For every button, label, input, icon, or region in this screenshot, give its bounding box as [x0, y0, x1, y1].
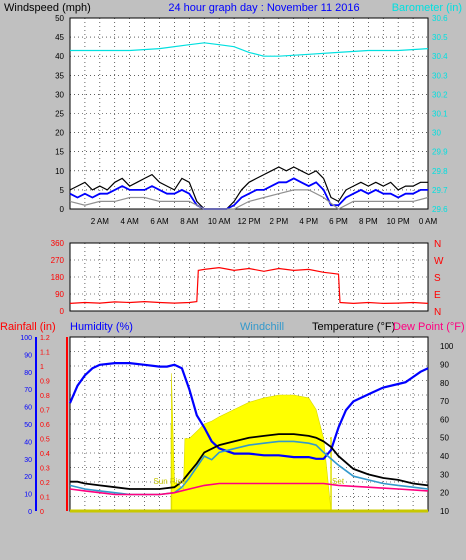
- temperature-ytick: 20: [440, 489, 449, 498]
- wind-ytick: 25: [55, 110, 64, 119]
- humidity-ytick: 90: [24, 352, 32, 359]
- temperature-ytick: 10: [440, 507, 449, 516]
- x-tick-label: 6 PM: [329, 217, 348, 226]
- x-tick-label: 4 PM: [299, 217, 318, 226]
- series-windspeed-avg: [69, 177, 428, 210]
- compass-label: W: [434, 256, 444, 267]
- series-dew-point: [69, 482, 429, 496]
- humidity-ytick: 70: [24, 387, 32, 394]
- temperature-ytick: 70: [440, 397, 449, 406]
- barometer-ylabel: Barometer (in): [392, 2, 462, 14]
- series-temperature: [70, 433, 429, 490]
- wind-ylabel: Windspeed (mph): [4, 2, 91, 14]
- barometer-ytick: 29.6: [432, 205, 448, 214]
- wind-ytick: 15: [55, 148, 64, 157]
- x-tick-label: 2 AM: [91, 217, 110, 226]
- windchill-ylabel: Windchill: [240, 321, 284, 333]
- rainfall-ytick: 0.1: [40, 495, 50, 502]
- x-tick-label: 8 PM: [359, 217, 378, 226]
- barometer-ytick: 30.5: [432, 33, 448, 42]
- temperature-ytick: 100: [440, 342, 454, 351]
- wind-panel: [69, 17, 429, 210]
- wind-ytick: 35: [55, 71, 64, 80]
- series-humidity: [68, 362, 429, 460]
- chart-title: 24 hour graph day : November 11 2016: [168, 2, 359, 14]
- barometer-ytick: 30: [432, 129, 441, 138]
- series-windspeed-gust: [69, 166, 428, 210]
- direction-ytick: 90: [55, 290, 64, 299]
- barometer-ytick: 29.7: [432, 186, 448, 195]
- wind-ytick: 45: [55, 33, 64, 42]
- rainfall-ytick: 0.5: [40, 437, 50, 444]
- x-tick-label: 10 PM: [387, 217, 410, 226]
- rainfall-ytick: 1: [40, 364, 44, 371]
- barometer-ytick: 30.2: [432, 90, 448, 99]
- series-barometer: [70, 42, 429, 57]
- temperature-ytick: 60: [440, 415, 449, 424]
- humidity-ytick: 40: [24, 439, 32, 446]
- barometer-ytick: 29.8: [432, 167, 448, 176]
- humidity-ylabel: Humidity (%): [70, 321, 133, 333]
- rainfall-ytick: 0.4: [40, 451, 50, 458]
- rainfall-ytick: 0.3: [40, 466, 50, 473]
- compass-label: N: [434, 307, 441, 318]
- wind-ytick: 30: [55, 90, 64, 99]
- series-wind-direction: [69, 266, 429, 305]
- sunset-label: Set: [332, 477, 345, 486]
- series-windspeed-low: [69, 189, 429, 210]
- wind-ytick: 10: [55, 167, 64, 176]
- rainfall-ytick: 1.1: [40, 350, 50, 357]
- rainfall-ytick: 0.7: [40, 408, 50, 415]
- humidity-ytick: 100: [20, 335, 32, 342]
- humidity-ytick: 20: [24, 474, 32, 481]
- barometer-ytick: 30.3: [432, 71, 448, 80]
- compass-label: S: [434, 273, 441, 284]
- compass-label: E: [434, 290, 441, 301]
- rainfall-ytick: 1.2: [40, 335, 50, 342]
- wind-ytick: 5: [60, 186, 65, 195]
- temperature-ylabel: Temperature (°F): [312, 321, 395, 333]
- temperature-ytick: 50: [440, 434, 449, 443]
- temperature-ytick: 80: [440, 379, 449, 388]
- direction-ytick: 270: [51, 256, 65, 265]
- wind-ytick: 20: [55, 129, 64, 138]
- temperature-ytick: 40: [440, 452, 449, 461]
- wind-ytick: 40: [55, 52, 64, 61]
- barometer-ytick: 29.9: [432, 148, 448, 157]
- humidity-ytick: 60: [24, 405, 32, 412]
- barometer-ytick: 30.1: [432, 110, 448, 119]
- humidity-ytick: 50: [24, 422, 32, 429]
- direction-ytick: 180: [51, 273, 65, 282]
- temperature-ytick: 90: [440, 360, 449, 369]
- dewpoint-ylabel: Dew Point (°F): [393, 321, 465, 333]
- humidity-ytick: 30: [24, 457, 32, 464]
- rainfall-ytick: 0.2: [40, 480, 50, 487]
- barometer-ytick: 30.4: [432, 52, 448, 61]
- x-tick-label: 4 AM: [121, 217, 140, 226]
- sunrise-label: Sun Rise: [153, 477, 186, 486]
- x-tick-label: 12 PM: [237, 217, 260, 226]
- rainfall-ytick: 0: [40, 509, 44, 516]
- direction-ytick: 360: [51, 239, 65, 248]
- humidity-ytick: 80: [24, 370, 32, 377]
- humidity-ytick: 10: [24, 492, 32, 499]
- barometer-ytick: 30.6: [432, 14, 448, 23]
- rainfall-ytick: 0.9: [40, 379, 50, 386]
- wind-ytick: 50: [55, 14, 64, 23]
- x-tick-label: 10 AM: [208, 217, 231, 226]
- x-tick-label: 2 PM: [269, 217, 288, 226]
- humidity-ytick: 0: [28, 509, 32, 516]
- rainfall-ytick: 0.6: [40, 422, 50, 429]
- rainfall-ytick: 0.8: [40, 393, 50, 400]
- x-tick-label: 8 AM: [180, 217, 199, 226]
- wind-ytick: 0: [60, 205, 65, 214]
- direction-ytick: 0: [60, 307, 65, 316]
- x-tick-label: 0 AM: [419, 217, 438, 226]
- temperature-ytick: 30: [440, 470, 449, 479]
- x-tick-label: 6 AM: [150, 217, 169, 226]
- compass-label: N: [434, 239, 441, 250]
- rainfall-ylabel: Rainfall (in): [0, 321, 56, 333]
